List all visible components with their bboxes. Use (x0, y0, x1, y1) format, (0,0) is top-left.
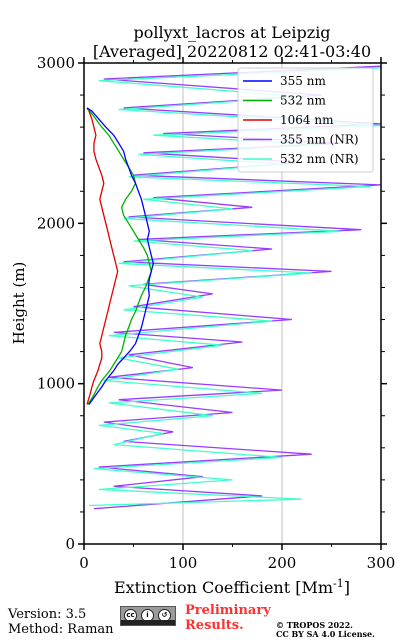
legend-label-0: 355 nm (280, 74, 326, 88)
x-tick-label: 0 (79, 554, 89, 572)
legend-label-2: 1064 nm (280, 113, 334, 127)
x-tick-label: 100 (169, 554, 198, 572)
chart-title-line1: pollyxt_lacros at Leipzig (133, 23, 330, 42)
preliminary-label: Preliminary (185, 603, 271, 618)
series-lines (86, 65, 381, 510)
y-tick-label: 2000 (37, 214, 75, 232)
by-icon: i (141, 609, 154, 622)
legend-label-4: 532 nm (NR) (280, 152, 359, 166)
series-line-2 (86, 107, 119, 405)
series-line-4 (88, 67, 381, 507)
x-axis-label: Extinction Coefficient [Mm-1] (114, 577, 350, 597)
y-axis-label: Height (m) (10, 262, 28, 345)
legend-label-3: 355 nm (NR) (280, 133, 359, 147)
copyright-text: © TROPOS 2022. (276, 620, 353, 630)
y-tick-label: 1000 (37, 375, 75, 393)
cc-strip (121, 620, 175, 625)
x-axis-label-close: ] (344, 578, 350, 597)
chart-title-line2: [Averaged] 20220812 02:41-03:40 (93, 42, 371, 61)
legend-label-1: 532 nm (280, 94, 326, 108)
y-tick-label: 3000 (37, 54, 75, 72)
x-tick-label: 300 (367, 554, 396, 572)
legend: 355 nm 532 nm 1064 nm 355 nm (NR) 532 nm (NR… (237, 67, 374, 173)
series-line-0 (86, 107, 154, 405)
method-text: Method: Raman (8, 622, 114, 637)
cc-license-badge: cc i ↺ (120, 606, 176, 626)
y-tick-label: 0 (65, 535, 75, 553)
results-label: Results. (185, 618, 244, 633)
legend-box (237, 67, 374, 173)
version-text: Version: 3.5 (8, 607, 87, 622)
x-axis-label-exponent: -1 (333, 577, 344, 590)
series-line-1 (86, 107, 152, 405)
x-tick-label: 200 (268, 554, 297, 572)
license-text: CC BY SA 4.0 License. (276, 629, 375, 639)
